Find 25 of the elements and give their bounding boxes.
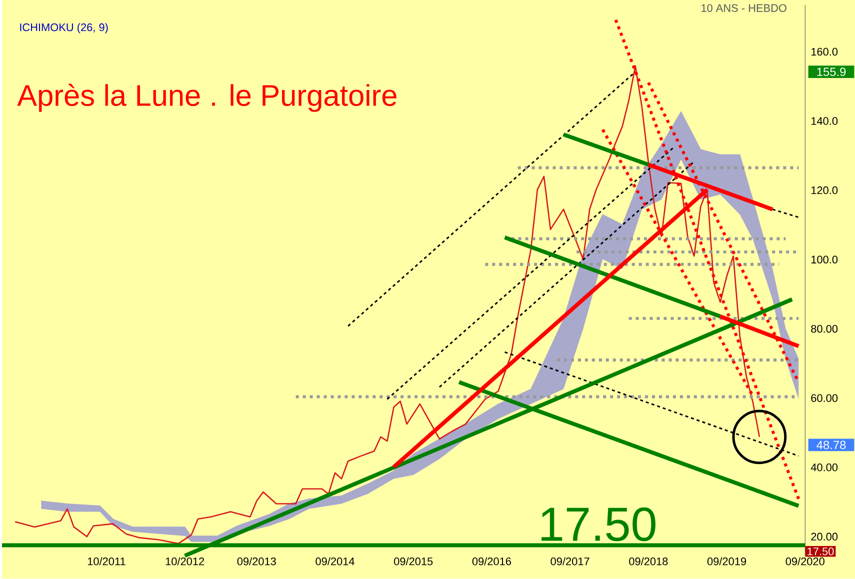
x-tick-label: 09/2013: [237, 557, 276, 566]
annotation: ICHIMOKU (26, 9): [20, 23, 108, 34]
y-tick-label: 80.00: [811, 325, 838, 333]
y-tick-label: 20.00: [811, 532, 838, 541]
annotation: 17.50: [542, 508, 656, 542]
annotation: 10 ANS - HEBDO: [702, 4, 786, 12]
x-tick-label: 10/2012: [166, 557, 204, 566]
text: Après la Lune . le Purgatoire: [17, 84, 396, 112]
x-tick-label: 10/2011: [88, 557, 126, 566]
x-tick-label: 09/2015: [394, 557, 433, 566]
x-tick-label: 09/2014: [316, 557, 354, 566]
x-tick-label: 09/2019: [707, 557, 746, 566]
y-tick-label: 120.0: [811, 186, 838, 194]
y-tick-label: 100.0: [811, 256, 838, 264]
y-tick-label: 60.00: [811, 394, 838, 402]
x-tick-label: 09/2017: [550, 557, 590, 566]
y-tick-label: 140.0: [811, 117, 838, 126]
y-tick-label: 160.0: [811, 48, 838, 56]
x-tick-label: 09/2020: [786, 557, 824, 566]
text: 48.78: [816, 440, 846, 450]
text: 155.9: [817, 68, 846, 76]
ref-line-label: 17.50: [808, 548, 834, 556]
x-tick-label: 09/2018: [629, 557, 668, 566]
y-tick-label: 40.00: [810, 464, 838, 472]
x-tick-label: 09/2016: [472, 557, 511, 566]
